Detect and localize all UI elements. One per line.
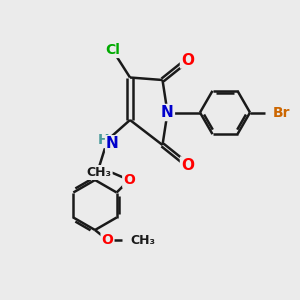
Text: N: N (106, 136, 119, 151)
Text: H: H (98, 133, 109, 147)
Text: O: O (123, 173, 135, 187)
Text: CH₃: CH₃ (130, 233, 155, 247)
Text: N: N (161, 105, 174, 120)
Text: O: O (181, 52, 194, 68)
Text: CH₃: CH₃ (87, 166, 112, 179)
Text: Br: Br (272, 106, 290, 119)
Text: O: O (102, 233, 113, 247)
Text: Cl: Cl (105, 43, 120, 57)
Text: O: O (181, 158, 194, 172)
